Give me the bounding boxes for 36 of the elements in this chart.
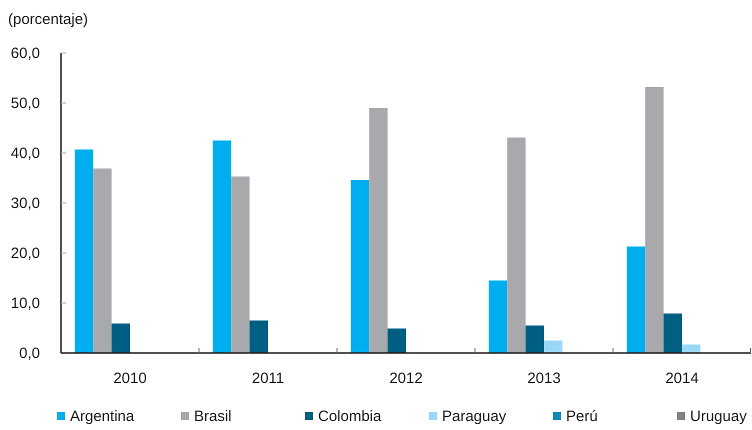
y-axis-title: (porcentaje)	[8, 11, 88, 28]
bar	[664, 314, 682, 353]
y-tick-label: 60,0	[10, 44, 40, 62]
y-tick-label: 40,0	[10, 144, 40, 162]
x-tick-label: 2013	[527, 370, 561, 387]
x-tick-label: 2011	[252, 370, 284, 387]
bar	[212, 140, 232, 353]
legend-label: Perú	[566, 408, 598, 425]
bar	[250, 320, 268, 353]
x-tick-label: 2014	[665, 370, 699, 387]
bar	[112, 324, 130, 353]
bar	[93, 168, 112, 353]
y-tick-label: 30,0	[10, 194, 40, 212]
bar	[626, 246, 646, 353]
bar	[369, 108, 388, 353]
y-tick-label: 10,0	[10, 294, 40, 312]
bar	[526, 326, 544, 353]
bar	[74, 150, 94, 353]
bar	[388, 328, 406, 353]
x-tick-label: 2012	[389, 370, 423, 387]
y-tick-label: 50,0	[10, 94, 40, 112]
legend-label: Argentina	[70, 408, 135, 425]
bar	[544, 340, 562, 353]
x-tick-label: 2010	[113, 370, 147, 387]
legend-label: Uruguay	[690, 408, 748, 425]
bar	[645, 87, 664, 353]
bar	[488, 280, 508, 353]
legend-label: Colombia	[318, 408, 382, 425]
y-tick-label: 0,0	[19, 344, 40, 362]
legend-label: Brasil	[194, 408, 232, 425]
bar	[350, 180, 370, 353]
y-tick-label: 20,0	[10, 244, 40, 262]
legend-label: Paraguay	[442, 408, 507, 425]
bar	[231, 176, 250, 353]
bar	[682, 344, 700, 353]
bar	[507, 138, 526, 353]
